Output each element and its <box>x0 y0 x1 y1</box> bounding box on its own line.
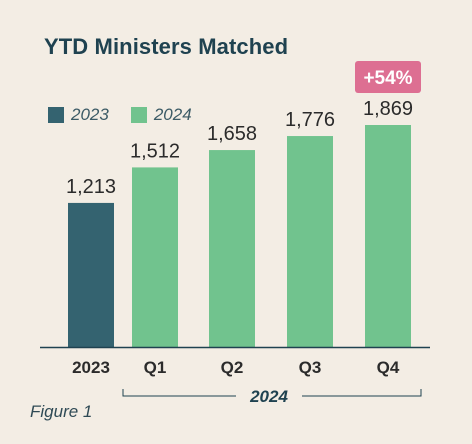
data-label-q4: 1,869 <box>363 98 413 120</box>
data-label-q3: 1,776 <box>285 109 335 131</box>
tick-label-q1: Q1 <box>144 358 167 377</box>
bar-q4 <box>365 125 411 347</box>
growth-badge <box>355 61 421 93</box>
data-label-2023: 1,213 <box>66 176 116 198</box>
bar-q2 <box>209 150 255 347</box>
growth-badge-label: +54% <box>363 68 412 89</box>
tick-label-q2: Q2 <box>221 358 244 377</box>
tick-label-q4: Q4 <box>377 358 400 377</box>
legend-swatch-2023 <box>48 107 64 123</box>
group-bracket-left <box>122 389 236 397</box>
bar-q3 <box>287 136 333 347</box>
data-label-q1: 1,512 <box>130 140 180 162</box>
tick-label-2023: 2023 <box>72 358 110 377</box>
figure-label: Figure 1 <box>30 402 93 421</box>
legend-item-2023: 2023 <box>48 105 109 125</box>
legend-swatch-2024 <box>130 107 147 123</box>
legend: 2023 2024 <box>48 105 214 125</box>
legend-item-2024: 2024 <box>130 105 192 125</box>
legend-label-2024: 2024 <box>153 105 192 124</box>
tick-label-q3: Q3 <box>299 358 322 377</box>
bar-q1 <box>132 167 178 347</box>
legend-label-2023: 2023 <box>71 105 109 124</box>
group-label-2024: 2024 <box>249 387 288 406</box>
group-bracket-right <box>302 389 422 397</box>
data-label-q2: 1,658 <box>207 123 257 145</box>
bar-2023 <box>68 202 114 347</box>
chart-title: YTD Ministers Matched <box>44 34 289 59</box>
